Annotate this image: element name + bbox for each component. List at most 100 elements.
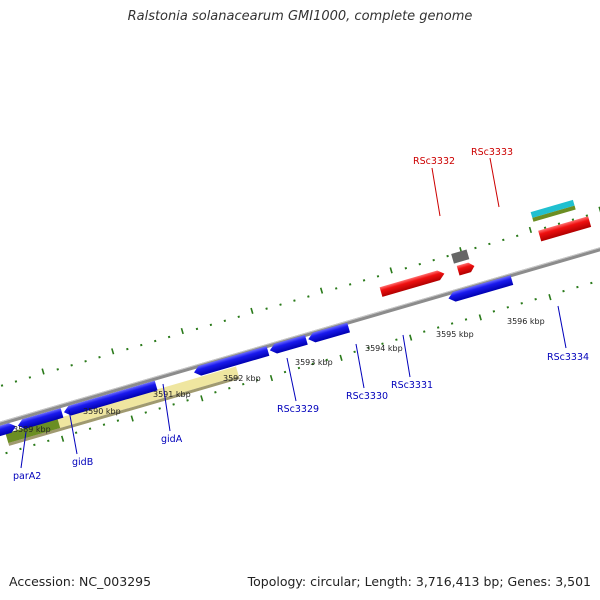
- minor-tick: [557, 222, 561, 225]
- gene-RSc3331[interactable]: [307, 322, 351, 344]
- gene-RSc3330[interactable]: [268, 335, 308, 355]
- major-tick: [130, 415, 134, 422]
- minor-tick: [237, 315, 240, 318]
- label-RSc3330[interactable]: RSc3330: [346, 391, 388, 402]
- minor-tick: [348, 283, 352, 286]
- minor-tick: [116, 419, 120, 422]
- minor-tick: [195, 327, 199, 331]
- major-tick: [250, 307, 254, 314]
- gene-parA2[interactable]: [0, 421, 17, 446]
- label-RSc3329[interactable]: RSc3329: [277, 404, 319, 415]
- minor-tick: [506, 306, 510, 309]
- rrna-region: [5, 366, 239, 444]
- label-parA2[interactable]: parA2: [13, 471, 41, 482]
- minor-tick: [492, 310, 496, 313]
- gene-RSc3332[interactable]: [379, 269, 446, 297]
- tick-label: 3592 kbp: [223, 374, 261, 383]
- minor-tick: [446, 254, 449, 258]
- forward-gene-labels: RSc3332 RSc3333: [413, 147, 513, 217]
- minor-tick: [353, 350, 356, 354]
- reverse-strand-features: [0, 275, 514, 446]
- outer-tick-ring: [0, 206, 600, 387]
- minor-tick: [158, 407, 161, 410]
- minor-tick: [33, 443, 36, 447]
- minor-tick: [0, 384, 4, 387]
- minor-tick: [334, 287, 338, 290]
- minor-tick: [307, 295, 310, 298]
- major-tick: [111, 348, 115, 355]
- gene-gidB[interactable]: [16, 408, 64, 430]
- gene-gidA[interactable]: [63, 380, 158, 417]
- gene-red-partial[interactable]: [538, 216, 592, 242]
- gene-RSc3334[interactable]: [447, 275, 514, 303]
- minor-tick: [14, 380, 18, 383]
- olive-feature-reverse: [5, 418, 61, 444]
- label-RSc3334[interactable]: RSc3334: [547, 352, 589, 363]
- minor-tick: [297, 366, 301, 370]
- tick-label: 3595 kbp: [436, 330, 474, 339]
- minor-tick: [153, 339, 157, 343]
- minor-tick: [223, 319, 227, 323]
- minor-tick: [88, 427, 92, 430]
- minor-tick: [265, 307, 268, 310]
- minor-tick: [241, 382, 245, 386]
- accession-text: Accession: NC_003295: [9, 574, 152, 589]
- minor-tick: [534, 297, 537, 301]
- minor-tick: [19, 447, 22, 451]
- minor-tick: [209, 323, 213, 327]
- minor-tick: [464, 318, 468, 321]
- minor-tick: [585, 214, 589, 217]
- major-tick: [200, 395, 204, 402]
- forward-strand-features: [379, 199, 592, 297]
- minor-tick: [423, 330, 426, 333]
- minor-tick: [228, 386, 231, 390]
- gene-RSc3329[interactable]: [193, 346, 270, 377]
- tick-label: 3590 kbp: [83, 407, 121, 416]
- minor-tick: [404, 266, 408, 270]
- minor-tick: [98, 355, 101, 359]
- major-tick: [528, 226, 533, 234]
- minor-tick: [502, 238, 505, 242]
- minor-tick: [571, 218, 575, 221]
- gene-RSc3333[interactable]: [456, 261, 476, 276]
- minor-tick: [367, 346, 370, 350]
- minor-tick: [167, 335, 171, 339]
- inner-tick-ring: [5, 281, 593, 455]
- tick-label: 3591 kbp: [153, 390, 191, 399]
- minor-tick: [311, 362, 315, 366]
- minor-tick: [562, 289, 565, 293]
- minor-tick: [381, 342, 384, 345]
- minor-tick: [279, 303, 282, 306]
- major-tick: [548, 294, 552, 301]
- minor-tick: [172, 403, 175, 406]
- cyan-feature: [530, 199, 575, 218]
- label-RSc3332[interactable]: RSc3332: [413, 156, 455, 167]
- minor-tick: [56, 368, 59, 371]
- minor-tick: [436, 326, 440, 329]
- minor-tick: [255, 378, 259, 382]
- major-tick: [339, 354, 343, 361]
- label-gidB[interactable]: gidB: [72, 457, 93, 468]
- minor-tick: [84, 360, 87, 363]
- minor-tick: [432, 258, 435, 262]
- major-tick: [319, 287, 324, 294]
- label-RSc3333[interactable]: RSc3333: [471, 147, 513, 158]
- tick-label: 3594 kbp: [365, 344, 403, 353]
- label-RSc3331[interactable]: RSc3331: [391, 380, 433, 391]
- major-tick: [269, 374, 274, 382]
- minor-tick: [70, 364, 73, 367]
- minor-tick: [395, 338, 398, 341]
- reverse-gene-labels: parA2 gidB gidA RSc3329 RSc3330 RSc3331 …: [13, 305, 589, 482]
- minor-tick: [214, 391, 217, 394]
- tick-label: 3593 kbp: [295, 358, 333, 367]
- tick-labels: 3589 kbp 3590 kbp 3591 kbp 3592 kbp 3593…: [13, 317, 545, 434]
- minor-tick: [74, 431, 78, 434]
- label-gidA[interactable]: gidA: [161, 434, 183, 445]
- genome-title: Ralstonia solanacearum GMI1000, complete…: [127, 9, 473, 24]
- minor-tick: [520, 302, 523, 305]
- olive-feature-forward: [532, 205, 576, 222]
- minor-tick: [102, 423, 106, 426]
- minor-tick: [47, 439, 50, 443]
- major-tick: [389, 267, 393, 274]
